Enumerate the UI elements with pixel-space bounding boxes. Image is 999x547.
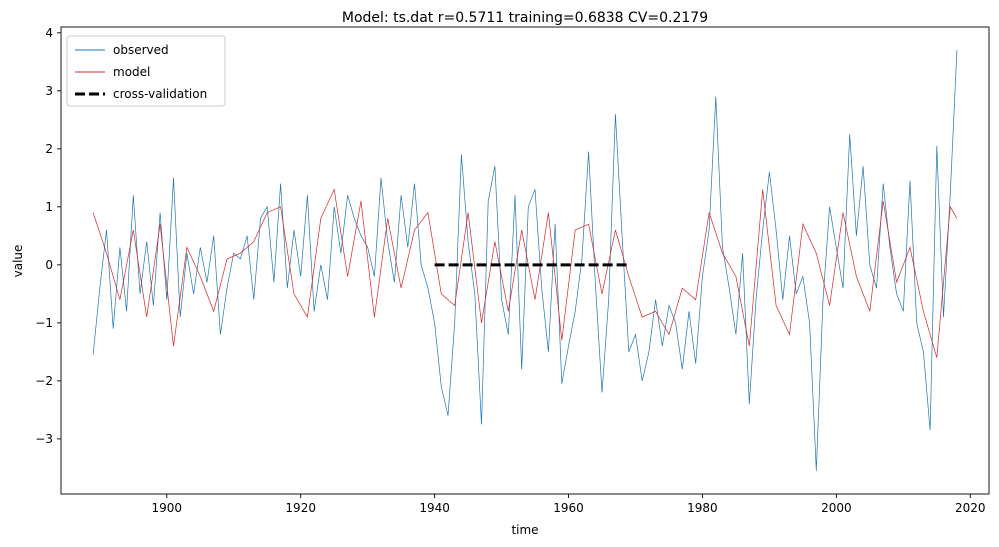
- legend-label-model: model: [113, 65, 150, 79]
- y-axis-label: value: [11, 245, 25, 278]
- x-axis-ticks: 1900 1920 1940 1960 1980 2000 2020: [152, 494, 986, 515]
- y-tick-label: 0: [45, 258, 53, 272]
- x-tick-label: 1960: [553, 501, 584, 515]
- plot-area: [92, 50, 958, 471]
- y-tick-label: 2: [45, 142, 53, 156]
- y-tick-label: 3: [45, 84, 53, 98]
- x-tick-label: 2020: [955, 501, 986, 515]
- x-tick-label: 1920: [285, 501, 316, 515]
- x-tick-label: 1980: [687, 501, 718, 515]
- legend-label-observed: observed: [113, 43, 169, 57]
- y-tick-label: −1: [35, 316, 53, 330]
- y-axis-ticks: −3 −2 −1 0 1 2 3 4: [35, 26, 61, 446]
- legend-box: [66, 35, 226, 107]
- chart-title: Model: ts.dat r=0.5711 training=0.6838 C…: [342, 10, 708, 26]
- x-tick-label: 1900: [152, 501, 183, 515]
- series-line-observed: [92, 50, 958, 471]
- legend-label-cross-validation: cross-validation: [113, 87, 207, 101]
- x-axis-label: time: [511, 523, 538, 537]
- y-tick-label: 4: [45, 26, 53, 40]
- y-tick-label: 1: [45, 200, 53, 214]
- series-line-model: [92, 188, 958, 358]
- legend: observed model cross-validation: [66, 35, 226, 107]
- x-tick-label: 2000: [821, 501, 852, 515]
- x-tick-label: 1940: [419, 501, 450, 515]
- y-tick-label: −3: [35, 432, 53, 446]
- y-tick-label: −2: [35, 374, 53, 388]
- plot-frame: [60, 26, 990, 495]
